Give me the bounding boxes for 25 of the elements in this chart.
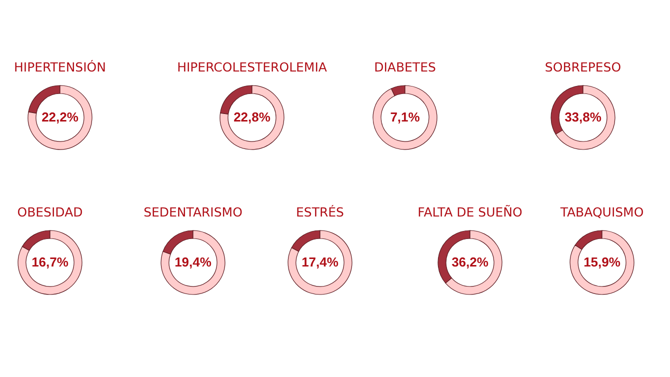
donut-slice [288, 230, 352, 295]
data-label: 33,8% [564, 110, 602, 124]
data-label: 15,9% [584, 254, 621, 270]
donut-slice [18, 230, 82, 295]
data-label: 16,7% [32, 254, 69, 270]
data-label: 22,8% [234, 110, 271, 124]
chart-title: TABAQUISMO [559, 204, 644, 220]
data-label: 17,4% [302, 254, 339, 270]
chart-title: SOBREPESO [544, 60, 622, 74]
donut-slice [28, 85, 92, 150]
donut-slice [220, 85, 284, 150]
chart-title: HIPERCOLESTEROLEMIA [177, 60, 328, 74]
chart-title: SEDENTARISMO [144, 204, 243, 220]
data-label: 7,1% [390, 110, 420, 124]
chart-title: DIABETES [374, 60, 436, 74]
chart-title: ESTRÉS [296, 204, 344, 220]
data-label: 19,4% [174, 254, 212, 270]
donut-slice [372, 85, 438, 150]
chart-title: OBESIDAD [17, 204, 83, 220]
chart-title: HIPERTENSIÓN [14, 60, 106, 74]
data-label: 22,2% [42, 110, 79, 124]
donut-slice [160, 230, 226, 295]
donut-slice [570, 230, 634, 295]
chart-title: FALTA DE SUEÑO [418, 204, 523, 220]
data-label: 36,2% [452, 254, 489, 270]
